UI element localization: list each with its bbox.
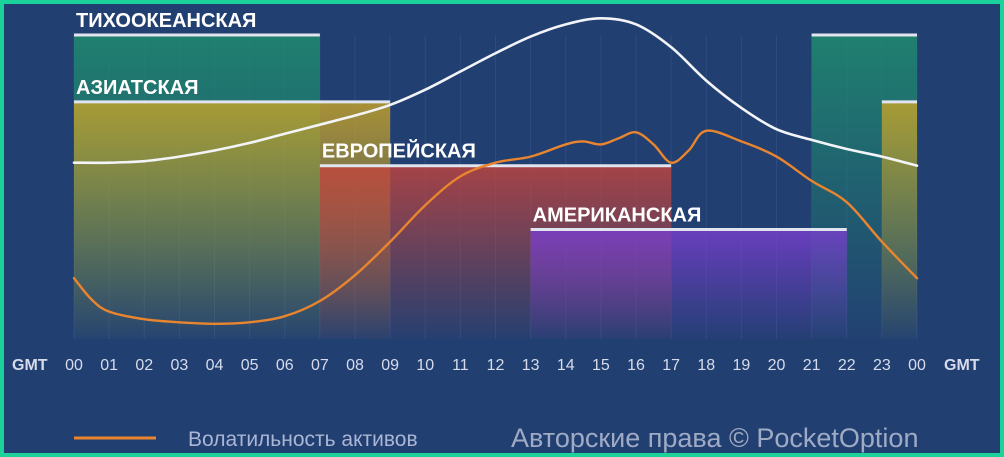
x-tick-label: 15 — [592, 357, 610, 374]
x-tick-label: 17 — [662, 357, 680, 374]
session-block-азиатская — [881, 101, 917, 339]
x-tick-label: 11 — [452, 357, 469, 374]
forex-sessions-chart: ТИХООКЕАНСКАЯ АЗИАТСКАЯ ЕВРОПЕЙСКАЯ АМЕРИКА… — [12, 10, 980, 453]
x-tick-label: 10 — [416, 357, 434, 374]
x-tick-label: 22 — [838, 357, 856, 374]
x-tick-label: 12 — [487, 357, 505, 374]
x-tick-label: 13 — [522, 357, 540, 374]
x-tick-label: 23 — [873, 357, 891, 374]
x-tick-label: 00 — [908, 357, 926, 374]
x-tick-label: 04 — [206, 357, 224, 374]
x-axis-suffix: GMT — [944, 357, 980, 374]
x-axis-prefix: GMT — [12, 357, 48, 374]
session-label-американская: АМЕРИКАНСКАЯ — [533, 205, 702, 227]
x-tick-label: 21 — [803, 357, 821, 374]
x-tick-label: 20 — [768, 357, 786, 374]
x-tick-label: 01 — [100, 357, 118, 374]
x-tick-label: 07 — [311, 357, 329, 374]
session-label-европейская: ЕВРОПЕЙСКАЯ — [322, 139, 476, 163]
session-label-азиатская: АЗИАТСКАЯ — [76, 77, 198, 99]
x-tick-label: 18 — [697, 357, 715, 374]
x-tick-label: 16 — [627, 357, 645, 374]
x-tick-label: 02 — [135, 357, 153, 374]
watermark: Авторские права © PocketOption — [511, 423, 918, 453]
legend: Волатильность активов — [74, 428, 418, 451]
chart-frame: ТИХООКЕАНСКАЯ АЗИАТСКАЯ ЕВРОПЕЙСКАЯ АМЕРИКА… — [4, 4, 1000, 453]
x-tick-label: 03 — [170, 357, 188, 374]
volatility-curve — [72, 129, 919, 325]
x-tick-label: 19 — [732, 357, 750, 374]
x-tick-label: 09 — [381, 357, 399, 374]
activity-curve — [72, 16, 919, 168]
x-tick-label: 14 — [557, 357, 575, 374]
session-label-тихоокеанская: ТИХООКЕАНСКАЯ — [76, 10, 256, 32]
legend-label: Волатильность активов — [188, 428, 418, 451]
x-tick-label: 05 — [241, 357, 259, 374]
x-tick-label: 08 — [346, 357, 364, 374]
x-tick-label: 00 — [65, 357, 83, 374]
session-block-американская — [530, 229, 847, 339]
x-tick-label: 06 — [276, 357, 294, 374]
